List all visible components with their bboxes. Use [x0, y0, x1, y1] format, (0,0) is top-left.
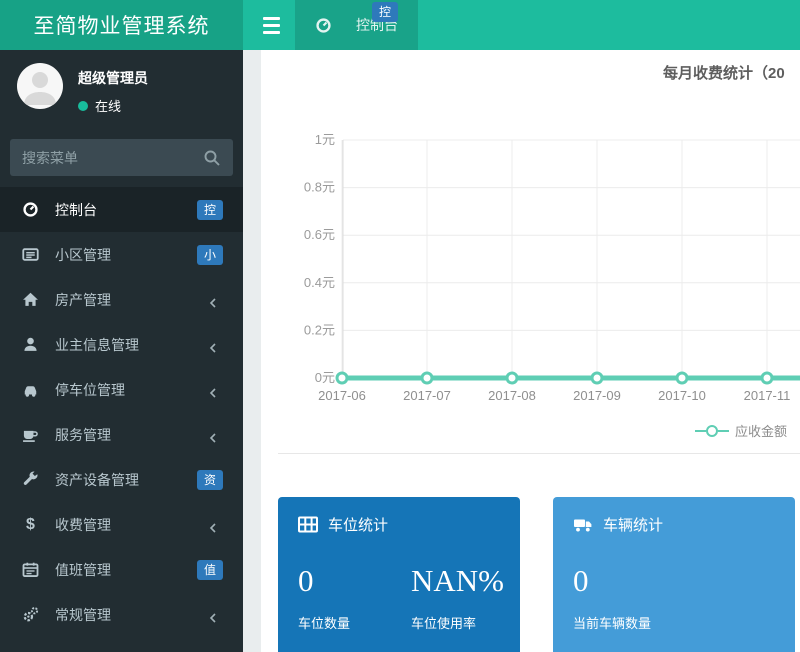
truck-icon: [573, 516, 593, 533]
sidebar-item-duty[interactable]: 值班管理 值: [0, 547, 243, 592]
menu-search: [10, 139, 233, 176]
vehicle-count-label: 当前车辆数量: [573, 616, 652, 632]
chart-title: 每月收费统计（20: [663, 65, 785, 82]
menu-badge: 资: [196, 469, 223, 490]
sidebar-item-assets[interactable]: 资产设备管理 资: [0, 457, 243, 502]
legend-marker-icon: [695, 424, 729, 437]
sidebar-item-fees[interactable]: $ 收费管理: [0, 502, 243, 547]
tab-console-badge: 控: [371, 2, 398, 22]
svg-text:2017-11: 2017-11: [744, 388, 791, 403]
svg-text:0.4元: 0.4元: [304, 275, 335, 290]
service-icon: [22, 426, 39, 443]
sidebar-item-label: 服务管理: [55, 426, 111, 443]
sidebar-item-owner-info[interactable]: 业主信息管理: [0, 322, 243, 367]
vehicle-stats-card: 车辆统计 0 当前车辆数量: [553, 497, 795, 652]
card-title: 车位统计: [328, 517, 389, 534]
content-gutter: [243, 50, 261, 652]
parking-usage-label: 车位使用率: [411, 616, 477, 632]
user-panel: 超级管理员 在线: [0, 50, 243, 125]
list-icon: [22, 246, 39, 263]
legend-label: 应收金额: [735, 424, 788, 439]
search-icon[interactable]: [203, 149, 221, 167]
sidebar: 超级管理员 在线 控制台 控 小区管理 小: [0, 50, 243, 652]
sidebar-item-label: 小区管理: [55, 246, 111, 263]
monthly-fee-line-chart: 0元 0.2元 0.4元 0.6元 0.8元 1元 2017-06 2017-07 2017-0…: [304, 132, 800, 403]
avatar[interactable]: [17, 63, 63, 109]
sidebar-item-general[interactable]: 常规管理: [0, 592, 243, 637]
menu-badge: 小: [196, 244, 223, 265]
parking-stats-card: 车位统计 0 车位数量 NAN% 车位使用率: [278, 497, 520, 652]
parking-count-value: 0: [298, 563, 314, 598]
menu-icon: [262, 16, 280, 20]
user-name: 超级管理员: [78, 70, 148, 86]
online-status-dot: [78, 100, 88, 111]
sidebar-item-label: 业主信息管理: [55, 336, 139, 353]
parking-grid-icon: [298, 516, 318, 533]
gears-icon: [22, 606, 39, 623]
chevron-left-icon: [208, 385, 218, 398]
calendar-icon: [22, 561, 39, 578]
sidebar-item-community[interactable]: 小区管理 小: [0, 232, 243, 277]
sidebar-item-label: 停车位管理: [55, 381, 125, 398]
online-status-label: 在线: [95, 99, 122, 114]
vehicle-count-value: 0: [573, 563, 589, 598]
svg-text:2017-06: 2017-06: [318, 388, 366, 403]
sidebar-item-label: 房产管理: [55, 291, 111, 308]
chevron-left-icon: [208, 340, 218, 353]
chevron-left-icon: [208, 295, 218, 308]
main-content: 每月收费统计（20 0元 0.2元 0.4元 0.6元 0.8元 1元 2017-06 201…: [243, 50, 800, 652]
svg-text:2017-10: 2017-10: [658, 388, 706, 403]
tab-console[interactable]: 控制台 控: [295, 0, 418, 50]
dashboard-icon: [315, 17, 332, 34]
sidebar-item-console[interactable]: 控制台 控: [0, 187, 243, 232]
dollar-icon: $: [26, 515, 35, 533]
svg-text:0.6元: 0.6元: [304, 227, 335, 242]
user-icon: [22, 336, 39, 353]
sidebar-item-label: 值班管理: [55, 561, 111, 578]
svg-text:1元: 1元: [315, 132, 335, 147]
parking-count-label: 车位数量: [298, 616, 351, 632]
parking-usage-value: NAN%: [411, 563, 504, 598]
svg-text:2017-07: 2017-07: [403, 388, 451, 403]
panel-divider: [278, 453, 800, 454]
app-logo[interactable]: 至简物业管理系统: [0, 0, 243, 50]
svg-text:0.2元: 0.2元: [304, 322, 335, 337]
svg-text:0元: 0元: [315, 370, 335, 385]
sidebar-item-label: 收费管理: [55, 516, 111, 533]
home-icon: [22, 291, 39, 308]
menu-badge: 控: [196, 199, 223, 220]
svg-text:2017-09: 2017-09: [573, 388, 621, 403]
sidebar-item-service[interactable]: 服务管理: [0, 412, 243, 457]
dashboard-icon: [22, 201, 39, 218]
search-input[interactable]: [22, 149, 203, 166]
sidebar-toggle-button[interactable]: [247, 0, 295, 50]
sidebar-menu: 控制台 控 小区管理 小 房产管理 业主信息管理: [0, 187, 243, 637]
car-icon: [22, 381, 39, 398]
chevron-left-icon: [208, 430, 218, 443]
menu-badge: 值: [196, 559, 223, 580]
sidebar-item-label: 控制台: [55, 201, 97, 218]
wrench-icon: [22, 471, 39, 488]
svg-text:2017-08: 2017-08: [488, 388, 536, 403]
chevron-left-icon: [208, 520, 218, 533]
sidebar-item-property[interactable]: 房产管理: [0, 277, 243, 322]
svg-text:0.8元: 0.8元: [304, 180, 335, 195]
top-navbar: 控制台 控: [243, 0, 800, 50]
chevron-left-icon: [208, 610, 218, 623]
sidebar-item-label: 资产设备管理: [55, 471, 139, 488]
app-title: 至简物业管理系统: [33, 15, 210, 38]
card-title: 车辆统计: [603, 517, 664, 534]
sidebar-item-parking[interactable]: 停车位管理: [0, 367, 243, 412]
chart-legend[interactable]: 应收金额: [695, 421, 787, 440]
sidebar-item-label: 常规管理: [55, 606, 111, 623]
